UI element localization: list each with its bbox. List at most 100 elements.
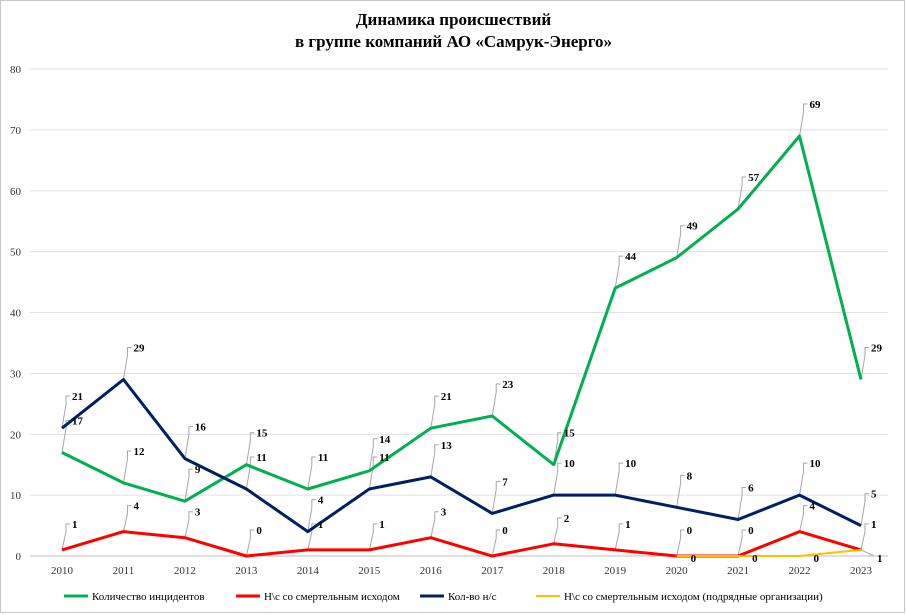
x-tick-label: 2022 [789, 565, 811, 577]
leader-line [245, 529, 255, 557]
leader-line [799, 505, 808, 532]
data-label: 11 [379, 452, 389, 464]
data-label: 10 [625, 458, 637, 470]
y-tick-label: 80 [10, 64, 22, 76]
leader-line [245, 456, 255, 490]
data-label: 21 [441, 391, 452, 403]
data-label: 7 [502, 476, 508, 488]
x-tick-label: 2012 [174, 565, 196, 577]
data-label: 0 [748, 525, 754, 537]
leader-line [860, 346, 869, 380]
data-label: 13 [441, 440, 453, 452]
leader-line [799, 462, 808, 496]
leader-line [491, 480, 501, 514]
y-tick-label: 10 [10, 490, 22, 502]
leader-line [737, 176, 747, 210]
x-tick-label: 2014 [297, 565, 320, 577]
leader-line [676, 225, 685, 258]
leader-line [307, 499, 316, 532]
leader-line [61, 523, 70, 551]
x-tick-label: 2019 [604, 565, 627, 577]
data-label: 49 [687, 221, 699, 233]
data-label: 4 [318, 495, 324, 507]
data-label: 1 [871, 519, 877, 531]
leader-line [491, 529, 501, 557]
data-label: 69 [810, 99, 822, 111]
data-label: 0 [691, 553, 697, 565]
x-tick-label: 2017 [481, 565, 504, 577]
leader-line [860, 523, 869, 551]
data-label: 15 [564, 428, 576, 440]
series-lines [61, 134, 863, 558]
leader-line [368, 456, 378, 490]
legend: Количество инцидентов Н\с со смертельным … [64, 591, 823, 603]
leader-line [676, 474, 685, 508]
legend-label: Н\с со смертельным исходом [264, 591, 400, 603]
leader-line [676, 529, 685, 557]
data-label: 29 [871, 342, 883, 354]
leader-line [184, 426, 193, 459]
leader-line [368, 438, 378, 471]
data-label: 0 [256, 525, 262, 537]
data-label: 0 [752, 553, 758, 565]
data-label: 10 [810, 458, 822, 470]
legend-label: Кол-во н/с [448, 591, 497, 603]
x-tick-label: 2015 [358, 565, 381, 577]
data-label: 21 [72, 391, 83, 403]
leader-line [491, 383, 501, 417]
data-label: 1 [72, 519, 78, 531]
x-tick-label: 2020 [666, 565, 689, 577]
leader-line [430, 395, 439, 429]
data-label: 1 [625, 519, 631, 531]
leader-line [245, 432, 255, 465]
y-tick-label: 0 [16, 551, 22, 563]
y-tick-label: 20 [10, 429, 22, 441]
series-line [676, 548, 862, 557]
data-label: 4 [810, 501, 816, 513]
leader-line [553, 432, 562, 465]
data-label: 0 [814, 553, 820, 565]
leader-line [368, 523, 378, 551]
leader-line [122, 505, 132, 532]
data-label: 0 [687, 525, 693, 537]
x-tick-label: 2010 [51, 565, 74, 577]
leader-line [122, 346, 132, 380]
data-label: 8 [687, 470, 693, 482]
data-label: 10 [564, 458, 576, 470]
x-tick-label: 2011 [113, 565, 135, 577]
data-label: 6 [748, 482, 754, 494]
data-label: 17 [72, 416, 84, 428]
chart-subtitle: в группе компаний АО «Самрук-Энерго» [294, 32, 613, 51]
data-label: 3 [441, 507, 447, 519]
chart-title: Динамика происшествий [355, 10, 552, 29]
data-label: 1 [318, 519, 324, 531]
leader-line [184, 468, 193, 502]
data-label: 29 [133, 342, 145, 354]
leader-line [737, 529, 747, 557]
data-label: 0 [502, 525, 508, 537]
leader-line [614, 462, 624, 496]
leader-line [860, 549, 875, 557]
leader-line [430, 511, 439, 538]
data-label: 23 [502, 379, 514, 391]
legend-label: Н\с со смертельным исходом (подрядные ор… [564, 591, 823, 603]
y-tick-label: 60 [10, 186, 22, 198]
data-label: 14 [379, 434, 391, 446]
x-tick-label: 2018 [543, 565, 566, 577]
y-tick-label: 40 [10, 308, 22, 320]
leader-line [553, 517, 562, 544]
leader-line [614, 255, 624, 289]
grid-lines [30, 68, 888, 557]
leader-line [860, 493, 869, 526]
data-label: 44 [625, 251, 637, 263]
data-label: 2 [564, 513, 570, 525]
data-label: 4 [133, 501, 139, 513]
data-label: 1 [877, 553, 883, 565]
data-label: 1 [379, 519, 385, 531]
leader-line [184, 511, 193, 538]
data-label: 5 [871, 489, 877, 501]
data-label: 57 [748, 172, 760, 184]
leader-line [430, 444, 439, 477]
